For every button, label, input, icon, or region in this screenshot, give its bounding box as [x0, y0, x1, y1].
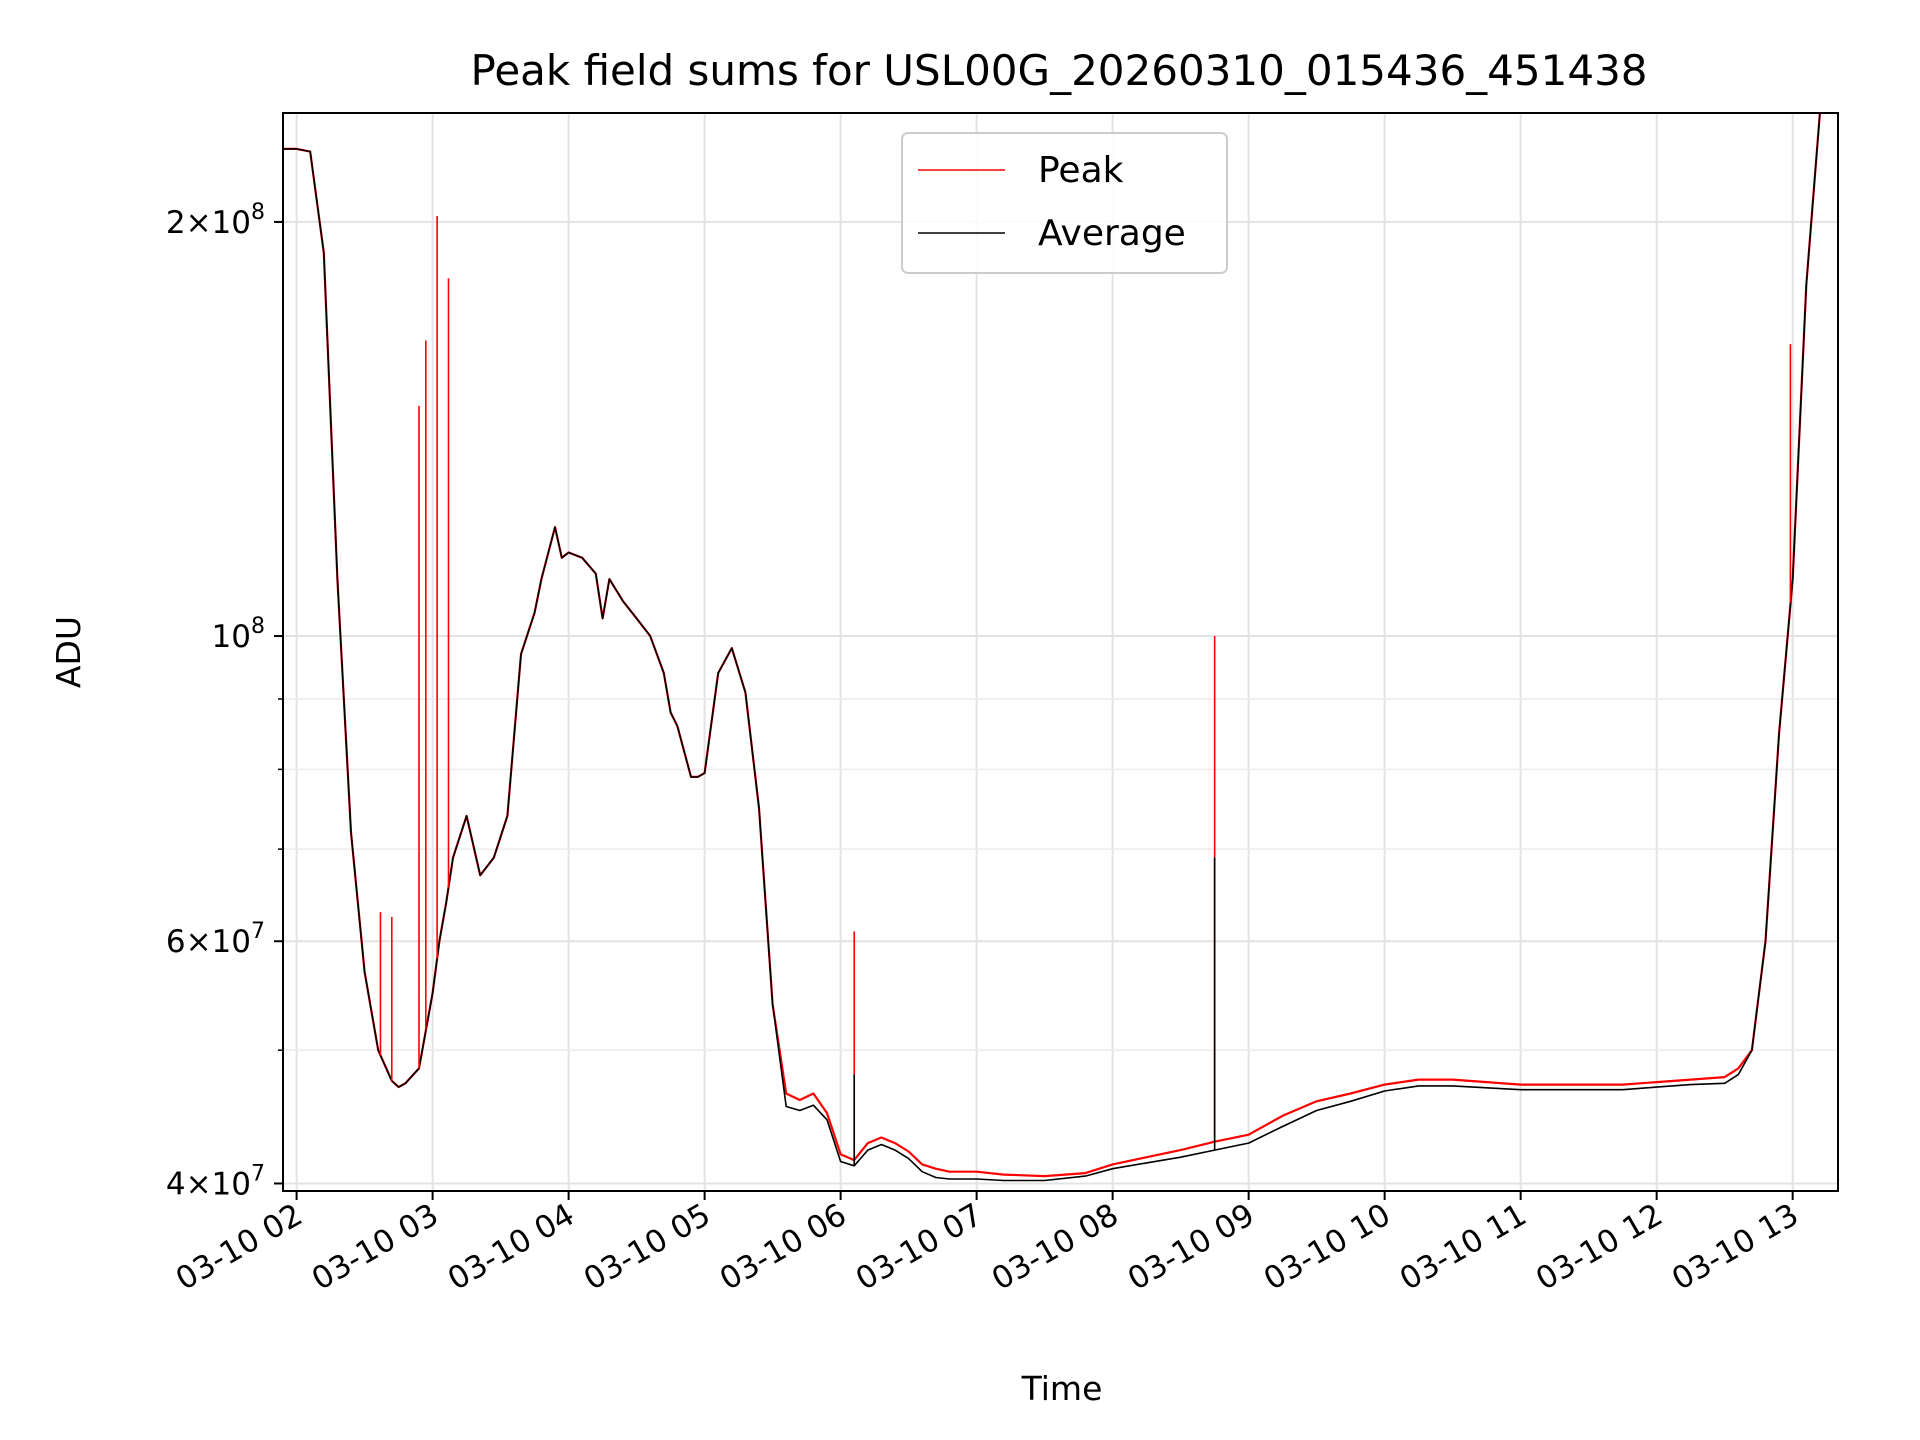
plot-area: [283, 112, 1821, 1182]
legend: Peak Average: [901, 132, 1228, 274]
x-axis-title: Time: [1021, 1369, 1103, 1408]
chart-title: Peak field sums for USL00G_20260310_0154…: [470, 46, 1647, 95]
legend-label-peak: Peak: [1038, 150, 1124, 191]
legend-label-average: Average: [1038, 213, 1186, 254]
y-axis-title: ADU: [49, 616, 88, 688]
y-tick-label: 4×107: [166, 1161, 265, 1202]
grid: [283, 113, 1838, 1191]
plot-frame: [282, 112, 1839, 1192]
legend-box: [901, 132, 1228, 274]
series-line-average: [283, 112, 1821, 1182]
y-tick-label: 6×107: [166, 919, 265, 960]
y-tick-label: 2×108: [166, 200, 265, 241]
